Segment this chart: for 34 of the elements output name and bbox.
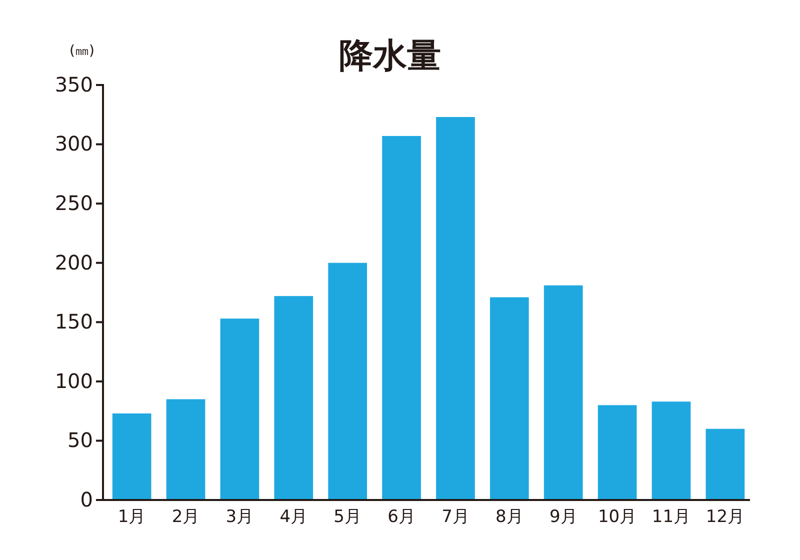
- x-tick-label: 5月: [334, 507, 362, 528]
- y-tick-label: 300: [54, 132, 93, 156]
- y-tick-label: 150: [54, 310, 93, 334]
- x-tick-label: 12月: [706, 507, 745, 528]
- bar: [274, 296, 314, 500]
- x-tick-label: 4月: [280, 507, 308, 528]
- bar: [112, 413, 152, 500]
- bar: [166, 399, 206, 500]
- bar: [652, 402, 691, 500]
- bar: [544, 285, 583, 500]
- y-tick-label: 350: [54, 72, 93, 96]
- y-tick-label: 50: [68, 428, 93, 452]
- x-tick-label: 3月: [226, 507, 254, 528]
- y-tick-label: 100: [54, 368, 93, 393]
- x-tick-label: 11月: [652, 507, 691, 528]
- chart-title: 降水量: [339, 36, 441, 76]
- y-tick-label: 0: [80, 487, 93, 512]
- y-tick-label: 200: [54, 250, 93, 274]
- x-tick-label: 7月: [442, 507, 470, 528]
- bar: [598, 405, 637, 500]
- x-tick-label: 8月: [496, 507, 524, 528]
- bar: [220, 318, 260, 500]
- bar: [382, 136, 421, 500]
- x-tick-label: 9月: [549, 507, 578, 528]
- y-tick-label: 250: [54, 190, 93, 215]
- x-tick-label: 10月: [598, 507, 637, 528]
- bar: [706, 428, 745, 500]
- x-tick-label: 2月: [172, 507, 200, 528]
- bar: [490, 297, 529, 500]
- bar: [328, 262, 368, 500]
- x-tick-label: 6月: [388, 507, 416, 528]
- x-tick-label: 1月: [118, 507, 146, 528]
- bar: [436, 117, 475, 500]
- y-axis-title: (㎜): [70, 43, 94, 59]
